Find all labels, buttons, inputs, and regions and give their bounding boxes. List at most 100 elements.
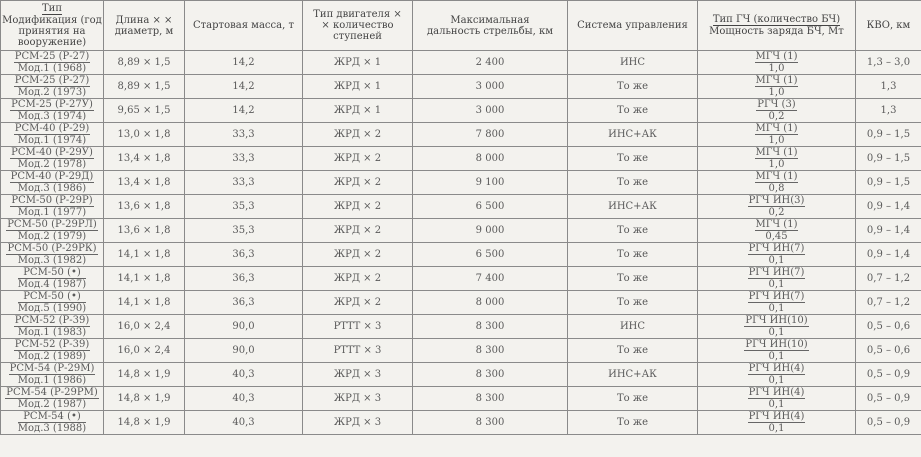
cell-guidance: То же <box>567 410 698 435</box>
table-row: РСМ-50 (Р-29РК) Мод.3 (1982) 14,1 × 1,8 36,… <box>0 242 921 267</box>
cell-warhead-top: РГЧ ИН(3) <box>747 195 806 207</box>
cell-range: 3 000 <box>412 74 568 99</box>
cell-dims: 13,0 × 1,8 <box>103 122 185 147</box>
cell-cep: 0,5 – 0,9 <box>855 386 921 411</box>
cell-warhead: РГЧ ИН(4) 0,1 <box>697 386 856 411</box>
cell-warhead: РГЧ ИН(7) 0,1 <box>697 242 856 267</box>
table-row: РСМ-25 (Р-27) Мод.1 (1968) 8,89 × 1,5 14,2 Ж… <box>0 50 921 75</box>
cell-range: 8 000 <box>412 146 568 171</box>
cell-range: 3 000 <box>412 98 568 123</box>
table-body: РСМ-25 (Р-27) Мод.1 (1968) 8,89 × 1,5 14,2 Ж… <box>0 50 921 435</box>
table-row: РСМ-50 (Р-29Р) Мод.1 (1977) 13,6 × 1,8 35,3… <box>0 194 921 219</box>
cell-dims: 14,8 × 1,9 <box>103 362 185 387</box>
cell-type-top: РСМ-50 (Р-29Р) <box>10 195 94 207</box>
cell-warhead: РГЧ ИН(7) 0,1 <box>697 290 856 315</box>
cell-warhead-top: РГЧ ИН(4) <box>747 363 806 375</box>
cell-warhead-bottom: 0,1 <box>768 279 785 290</box>
cell-type-bottom: Мод.3 (1988) <box>17 423 87 434</box>
cell-dims: 14,8 × 1,9 <box>103 410 185 435</box>
header-type-bottom: Модификация (год принятия на вооружение) <box>2 15 102 48</box>
cell-engine: РТТТ × 3 <box>302 338 413 363</box>
cell-warhead-top: РГЧ ИН(10) <box>744 315 809 327</box>
cell-range: 7 400 <box>412 266 568 291</box>
cell-guidance: То же <box>567 386 698 411</box>
cell-cep: 0,9 – 1,5 <box>855 146 921 171</box>
cell-type-top: РСМ-40 (Р-29) <box>13 123 91 135</box>
table-row: РСМ-50 (Р-29РЛ) Мод.2 (1979) 13,6 × 1,8 35,… <box>0 218 921 243</box>
cell-type-top: РСМ-54 (•) <box>17 411 87 423</box>
cell-warhead: РГЧ ИН(4) 0,1 <box>697 410 856 435</box>
cell-engine: ЖРД × 2 <box>302 122 413 147</box>
cell-type-bottom: Мод.5 (1990) <box>17 303 87 314</box>
cell-engine: ЖРД × 2 <box>302 170 413 195</box>
cell-cep: 0,5 – 0,9 <box>855 362 921 387</box>
cell-dims: 14,8 × 1,9 <box>103 386 185 411</box>
cell-type: РСМ-52 (Р-39) Мод.1 (1983) <box>0 314 104 339</box>
cell-warhead-bottom: 0,1 <box>768 423 785 434</box>
cell-dims: 8,89 × 1,5 <box>103 50 185 75</box>
cell-warhead: РГЧ ИН(4) 0,1 <box>697 362 856 387</box>
cell-type-top: РСМ-40 (Р-29Д) <box>9 171 95 183</box>
cell-warhead-bottom: 1,0 <box>768 87 785 98</box>
cell-type-top: РСМ-50 (Р-29РЛ) <box>6 219 98 231</box>
cell-type: РСМ-40 (Р-29У) Мод.2 (1978) <box>0 146 104 171</box>
cell-warhead-top: МГЧ (1) <box>754 171 799 183</box>
cell-warhead-top: МГЧ (1) <box>754 51 799 63</box>
cell-mass: 14,2 <box>184 98 303 123</box>
cell-engine: ЖРД × 3 <box>302 386 413 411</box>
cell-range: 8 300 <box>412 410 568 435</box>
cell-warhead-bottom: 0,2 <box>768 207 785 218</box>
cell-dims: 8,89 × 1,5 <box>103 74 185 99</box>
cell-warhead-bottom: 0,1 <box>768 399 785 410</box>
cell-type: РСМ-52 (Р-39) Мод.2 (1989) <box>0 338 104 363</box>
header-row: Тип Модификация (год принятия на вооруже… <box>0 0 921 51</box>
cell-type-top: РСМ-50 (•) <box>17 291 87 303</box>
cell-mass: 36,3 <box>184 266 303 291</box>
cell-guidance: То же <box>567 242 698 267</box>
header-type: Тип Модификация (год принятия на вооруже… <box>0 0 104 51</box>
header-guidance: Система управления <box>567 0 698 51</box>
cell-dims: 13,6 × 1,8 <box>103 218 185 243</box>
cell-warhead-top: РГЧ ИН(10) <box>744 339 809 351</box>
cell-warhead: МГЧ (1) 0,45 <box>697 218 856 243</box>
cell-type: РСМ-50 (•) Мод.4 (1987) <box>0 266 104 291</box>
cell-warhead-top: МГЧ (1) <box>754 75 799 87</box>
cell-mass: 35,3 <box>184 218 303 243</box>
cell-guidance: ИНС+АК <box>567 194 698 219</box>
cell-type: РСМ-54 (•) Мод.3 (1988) <box>0 410 104 435</box>
cell-engine: ЖРД × 2 <box>302 290 413 315</box>
cell-engine: ЖРД × 2 <box>302 242 413 267</box>
header-cep: КВО, км <box>855 0 921 51</box>
table-row: РСМ-25 (Р-27У) Мод.3 (1974) 9,65 × 1,5 14,2… <box>0 98 921 123</box>
cell-dims: 13,6 × 1,8 <box>103 194 185 219</box>
cell-range: 9 000 <box>412 218 568 243</box>
cell-type-bottom: Мод.2 (1978) <box>17 159 87 170</box>
cell-guidance: То же <box>567 98 698 123</box>
cell-warhead-bottom: 0,2 <box>768 111 785 122</box>
cell-mass: 35,3 <box>184 194 303 219</box>
cell-warhead: МГЧ (1) 1,0 <box>697 74 856 99</box>
cell-type-top: РСМ-25 (Р-27) <box>13 75 91 87</box>
cell-range: 8 300 <box>412 314 568 339</box>
cell-warhead: МГЧ (1) 0,8 <box>697 170 856 195</box>
cell-mass: 33,3 <box>184 122 303 147</box>
cell-warhead: МГЧ (1) 1,0 <box>697 50 856 75</box>
cell-type-top: РСМ-54 (Р-29М) <box>8 363 96 375</box>
cell-warhead-top: МГЧ (1) <box>754 123 799 135</box>
cell-range: 8 000 <box>412 290 568 315</box>
cell-warhead: МГЧ (1) 1,0 <box>697 146 856 171</box>
cell-warhead: РГЧ ИН(3) 0,2 <box>697 194 856 219</box>
cell-cep: 1,3 <box>855 74 921 99</box>
table-row: РСМ-40 (Р-29Д) Мод.3 (1986) 13,4 × 1,8 33,3… <box>0 170 921 195</box>
cell-type-bottom: Мод.1 (1968) <box>17 63 87 74</box>
cell-type-bottom: Мод.1 (1974) <box>17 135 87 146</box>
cell-type-top: РСМ-40 (Р-29У) <box>10 147 94 159</box>
header-warhead: Тип ГЧ (количество БЧ) Мощность заряда Б… <box>697 0 856 51</box>
cell-engine: ЖРД × 1 <box>302 74 413 99</box>
header-engine: Тип двигателя × × количество ступеней <box>302 0 413 51</box>
cell-engine: ЖРД × 2 <box>302 218 413 243</box>
cell-warhead: РГЧ (3) 0,2 <box>697 98 856 123</box>
cell-type-top: РСМ-50 (•) <box>17 267 87 279</box>
cell-type-bottom: Мод.3 (1974) <box>17 111 87 122</box>
cell-guidance: ИНС <box>567 314 698 339</box>
